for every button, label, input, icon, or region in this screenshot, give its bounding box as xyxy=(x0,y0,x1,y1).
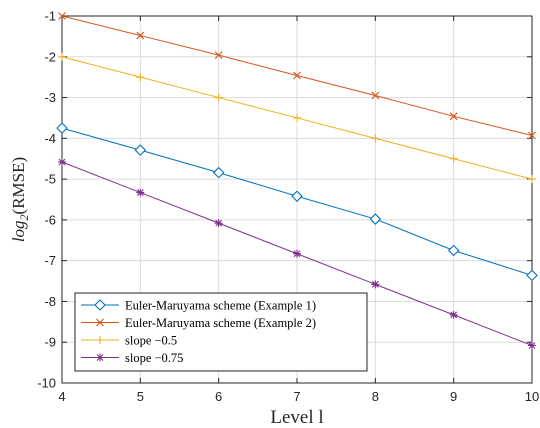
data-point xyxy=(293,249,301,258)
data-point xyxy=(293,113,301,122)
x-tick-label: 6 xyxy=(215,389,222,404)
y-tick-label: -9 xyxy=(44,335,56,350)
data-point xyxy=(447,244,460,257)
data-point xyxy=(371,91,380,100)
data-point xyxy=(58,52,66,61)
data-point xyxy=(293,71,301,80)
data-point xyxy=(214,93,223,102)
data-point xyxy=(526,269,538,282)
x-tick-label: 8 xyxy=(372,389,379,404)
legend-label: slope −0.75 xyxy=(125,351,183,365)
data-point xyxy=(214,51,223,60)
data-point xyxy=(136,31,145,40)
y-tick-label: -5 xyxy=(44,172,56,187)
legend-entry: Euler-Maruyama scheme (Example 2) xyxy=(81,316,316,330)
data-point xyxy=(56,122,68,134)
data-point xyxy=(371,134,380,143)
legend-label: Euler-Maruyama scheme (Example 2) xyxy=(125,316,316,330)
y-axis-title: log2(RMSE) xyxy=(9,157,31,242)
x-tick-label: 4 xyxy=(58,389,65,404)
data-point xyxy=(449,310,458,319)
data-point xyxy=(528,131,536,140)
series-1 xyxy=(56,122,538,282)
ticks: 4 5 6 7 8 9 10 -1 -2 -3 -4 -5 -6 -7 -8 -9 -10 xyxy=(37,9,539,405)
data-point xyxy=(136,73,145,82)
y-axis-title-prefix: log xyxy=(9,220,28,242)
data-point xyxy=(134,144,147,156)
y-tick-label: -1 xyxy=(44,9,56,24)
legend-marker xyxy=(96,318,104,327)
legend-entry: slope −0.5 xyxy=(81,334,177,348)
data-point xyxy=(136,188,145,197)
legend-marker xyxy=(96,353,104,362)
y-tick-label: -10 xyxy=(37,376,56,391)
data-point xyxy=(58,157,66,166)
series-4 xyxy=(58,157,536,350)
legend: Euler-Maruyama scheme (Example 1) Euler-M… xyxy=(74,292,368,372)
data-point xyxy=(58,12,66,20)
x-tick-label: 5 xyxy=(137,389,144,404)
data-point xyxy=(449,154,458,163)
legend-entry: slope −0.75 xyxy=(81,351,183,365)
y-axis-title-suffix: (RMSE) xyxy=(9,157,28,215)
y-tick-label: -7 xyxy=(44,253,56,268)
data-point xyxy=(528,175,536,184)
x-axis-title: Level l xyxy=(270,407,323,428)
legend-label: slope −0.5 xyxy=(125,334,177,348)
legend-marker xyxy=(96,336,104,344)
y-axis-title-subscript: 2 xyxy=(17,214,31,220)
series-2 xyxy=(58,12,536,140)
data-point xyxy=(291,190,303,203)
data-point xyxy=(449,112,458,121)
legend-entry: Euler-Maruyama scheme (Example 1) xyxy=(81,299,316,313)
legend-box xyxy=(74,292,368,372)
legend-marker xyxy=(94,299,106,311)
data-point xyxy=(369,213,382,225)
x-tick-label: 7 xyxy=(293,389,300,404)
y-tick-label: -4 xyxy=(44,131,56,146)
y-tick-label: -6 xyxy=(44,212,56,227)
data-point xyxy=(528,341,536,350)
legend-label: Euler-Maruyama scheme (Example 1) xyxy=(125,299,316,313)
x-tick-label: 9 xyxy=(450,389,457,404)
data-point xyxy=(371,280,380,289)
data-point xyxy=(214,219,223,228)
y-tick-label: -8 xyxy=(44,294,56,309)
x-tick-label: 10 xyxy=(525,389,539,404)
series-3 xyxy=(58,52,536,184)
y-tick-label: -3 xyxy=(44,90,56,105)
data-point xyxy=(212,166,225,179)
y-tick-label: -2 xyxy=(44,49,56,64)
series-layer xyxy=(56,12,538,350)
